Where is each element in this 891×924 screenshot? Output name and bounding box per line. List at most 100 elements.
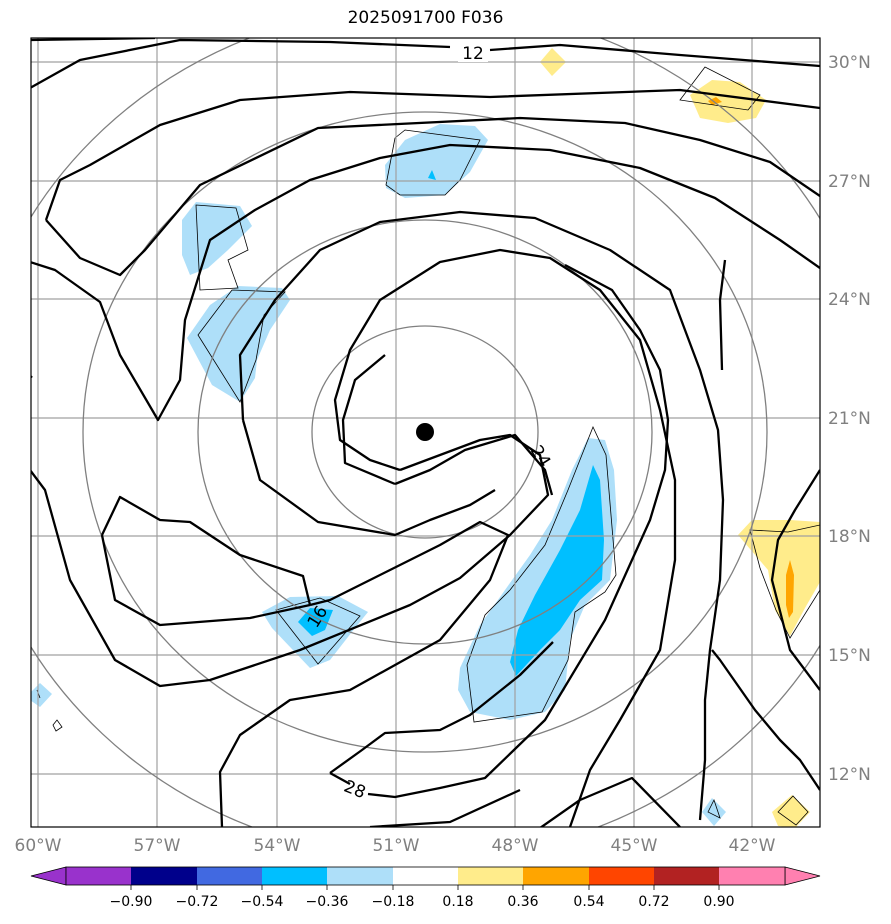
contour-line — [329, 771, 351, 786]
colorbar-tick-label: −0.36 — [306, 894, 349, 910]
negative-shade-patch-corner — [702, 798, 726, 826]
contour-line — [341, 354, 396, 486]
contour-line — [100, 495, 312, 606]
thick-contours — [31, 38, 820, 827]
colorbar-tick-label: 0.54 — [573, 894, 604, 910]
contour-line — [369, 788, 521, 827]
colorbar-tick-label: 0.18 — [442, 894, 473, 910]
thin-contour — [52, 719, 63, 732]
lat-tick-labels: 30°N 27°N 24°N 21°N 18°N 15°N 12°N — [828, 53, 871, 785]
strong-negative-shade-dot — [428, 170, 436, 180]
contour-line — [100, 534, 311, 627]
contour-line — [718, 259, 727, 371]
contour-line — [241, 419, 496, 537]
range-ring — [197, 219, 653, 645]
strong-negative-shade-small — [298, 608, 333, 636]
positive-shade-patch-east — [738, 520, 820, 636]
contour-line — [770, 469, 820, 691]
negative-shade-patch-edge — [31, 683, 52, 707]
map-panel: 12 16 24 28 — [30, 37, 821, 828]
lon-tick-labels: 60°W 57°W 54°W 51°W 48°W 45°W 42°W — [15, 836, 776, 856]
contour-line — [31, 433, 550, 688]
thin-contour — [275, 597, 361, 665]
range-ring — [82, 111, 768, 753]
lat-tick-label: 21°N — [828, 409, 871, 429]
colorbar-segment — [393, 867, 458, 885]
contour-line — [31, 143, 820, 422]
thin-contour — [197, 289, 286, 403]
lon-tick-label: 48°W — [492, 836, 539, 856]
contour-label-halo — [458, 42, 488, 62]
range-ring — [311, 325, 539, 539]
colorbar-tick-label: −0.90 — [110, 894, 153, 910]
lat-tick-label: 24°N — [828, 290, 871, 310]
lat-tick-label: 12°N — [828, 765, 871, 785]
lon-tick-label: 57°W — [134, 836, 181, 856]
contour-line — [711, 649, 820, 791]
contour-line — [31, 38, 451, 89]
colorbar-segment — [66, 867, 131, 885]
positive-shade-patch-southeast — [772, 795, 810, 827]
negative-shade-patch-northwest — [182, 202, 252, 275]
colorbar-segment — [131, 867, 197, 885]
colorbar-tick-label: −0.54 — [241, 894, 284, 910]
negative-shade-patch-southeast — [458, 438, 617, 720]
contour-line — [45, 116, 820, 277]
strong-negative-shade-core — [510, 465, 604, 676]
colorbar-segment — [654, 867, 719, 885]
shaded-field — [31, 48, 820, 827]
colorbar-segment — [719, 867, 785, 885]
range-rings — [31, 38, 820, 827]
map-title: 2025091700 F036 — [347, 8, 504, 28]
colorbar-segment — [327, 867, 393, 885]
orange-shade-spot-east — [786, 560, 794, 618]
lat-tick-label: 15°N — [828, 646, 871, 666]
map-frame — [30, 37, 821, 828]
contour-line — [238, 210, 725, 821]
thin-contour — [749, 524, 820, 639]
lon-tick-label: 42°W — [729, 836, 776, 856]
colorbar-segment — [262, 867, 327, 885]
contour-line — [31, 375, 33, 379]
colorbar-tick-label: 0.36 — [507, 894, 538, 910]
colorbar-tick-label: 0.72 — [638, 894, 669, 910]
lat-tick-label: 27°N — [828, 172, 871, 192]
negative-shade-patch-north — [385, 124, 488, 198]
contour-line — [329, 641, 554, 774]
thin-contour — [385, 129, 481, 196]
contour-line — [218, 520, 510, 827]
contour-line — [489, 43, 820, 68]
thin-outline-contours — [36, 66, 820, 826]
contour-line — [367, 263, 670, 799]
thin-contour — [707, 798, 721, 819]
colorbar-extend-right — [784, 866, 821, 886]
storm-center-marker — [416, 423, 434, 441]
lon-tick-label: 45°W — [611, 836, 658, 856]
lon-tick-label: 51°W — [373, 836, 420, 856]
colorbar-tick-label: −0.72 — [176, 894, 219, 910]
colorbar: −0.90 −0.72 −0.54 −0.36 −0.18 0.18 0.36 0.54 0.7… — [30, 866, 821, 910]
contour-line — [394, 433, 554, 496]
positive-shade-patch-northeast — [690, 80, 766, 123]
colorbar-segment — [458, 867, 523, 885]
colorbar-segment — [523, 867, 589, 885]
colorbar-segment — [197, 867, 262, 885]
contour-label-12: 12 — [462, 44, 484, 64]
lat-tick-label: 18°N — [828, 527, 871, 547]
lat-tick-label: 30°N — [828, 53, 871, 73]
contour-line — [333, 248, 677, 827]
colorbar-tick-label: 0.90 — [703, 894, 734, 910]
thin-contour — [195, 204, 249, 291]
thin-contour — [679, 66, 761, 111]
colorbar-frame — [65, 866, 786, 886]
colorbar-segment — [589, 867, 654, 885]
contour-line — [539, 776, 681, 827]
lon-tick-label: 54°W — [254, 836, 301, 856]
contour-line — [44, 88, 820, 221]
colorbar-tick-label: −0.18 — [372, 894, 415, 910]
orange-shade-spot-northeast — [708, 97, 722, 105]
lon-tick-label: 60°W — [15, 836, 62, 856]
thin-contour — [466, 425, 617, 723]
thin-contour — [777, 795, 809, 826]
